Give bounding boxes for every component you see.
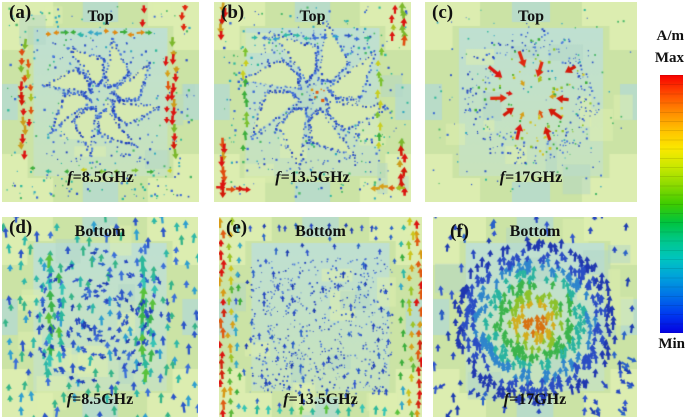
layer-label: Bottom xyxy=(509,223,561,240)
frequency-label: f=13.5GHz xyxy=(283,391,357,409)
colorbar-gradient xyxy=(660,75,683,333)
layer-label: Top xyxy=(87,8,114,25)
freq-value: =13.5GHz xyxy=(280,169,350,186)
panel-letter: (d) xyxy=(9,217,33,238)
vector-field-canvas-b xyxy=(214,2,411,202)
layer-label: Bottom xyxy=(295,223,346,240)
freq-value: =17GHz xyxy=(505,169,563,186)
freq-value: =8.5GHz xyxy=(72,169,134,186)
colorbar-max-label: Max xyxy=(654,50,684,66)
freq-symbol: f xyxy=(67,169,73,186)
panel-letter: (c) xyxy=(432,2,454,23)
frequency-label: f=17GHz xyxy=(500,169,562,187)
freq-symbol: f xyxy=(275,169,281,186)
panel-letter: (f) xyxy=(450,221,469,242)
freq-symbol: f xyxy=(499,169,506,186)
frequency-label: f=8.5GHz xyxy=(67,391,133,409)
vector-field-canvas-d xyxy=(2,217,198,417)
freq-value: =8.5GHz xyxy=(72,391,134,408)
freq-value: =17GHz xyxy=(509,391,567,408)
panel-c-top-17ghz: (c) Top f=17GHz xyxy=(425,2,637,202)
panel-e-bottom-13p5ghz: (e) Bottom f=13.5GHz xyxy=(219,217,422,417)
panel-letter: (e) xyxy=(226,217,248,238)
frequency-label: f=17GHz xyxy=(504,391,566,409)
freq-symbol: f xyxy=(66,391,73,408)
freq-symbol: f xyxy=(283,391,289,408)
vector-field-canvas-f xyxy=(433,217,637,417)
colorbar-min-label: Min xyxy=(658,336,685,352)
vector-field-canvas-c xyxy=(425,2,637,202)
panel-b-top-13p5ghz: (b) Top f=13.5GHz xyxy=(214,2,411,202)
panel-d-bottom-8p5ghz: (d) Bottom f=8.5GHz xyxy=(2,217,198,417)
layer-label: Top xyxy=(299,8,326,25)
layer-label: Top xyxy=(517,8,545,25)
panel-letter: (a) xyxy=(9,2,32,23)
colorbar: A/m Max Min xyxy=(640,0,685,420)
colorbar-unit-label: A/m xyxy=(656,28,685,44)
frequency-label: f=8.5GHz xyxy=(67,169,133,187)
vector-field-canvas-e xyxy=(219,217,422,417)
freq-symbol: f xyxy=(503,391,510,408)
frequency-label: f=13.5GHz xyxy=(275,169,349,187)
panel-letter: (b) xyxy=(221,2,245,23)
vector-field-canvas-a xyxy=(2,2,199,202)
layer-label: Bottom xyxy=(74,223,126,240)
panel-a-top-8p5ghz: (a) Top f=8.5GHz xyxy=(2,2,199,202)
freq-value: =13.5GHz xyxy=(288,391,358,408)
panel-f-bottom-17ghz: (f) Bottom f=17GHz xyxy=(433,217,637,417)
